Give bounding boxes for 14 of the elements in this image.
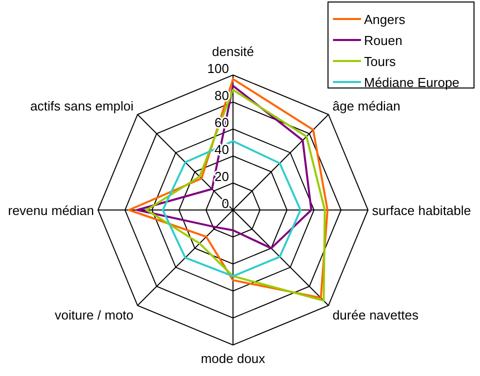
- spoke-label: revenu médian: [8, 203, 94, 218]
- y-tick-label: 20: [214, 169, 229, 184]
- spoke-label: durée navettes: [332, 307, 419, 322]
- legend-label: Rouen: [364, 33, 402, 48]
- spoke-label: surface habitable: [372, 203, 472, 218]
- legend-label: Tours: [364, 54, 396, 69]
- spoke-label: mode doux: [200, 351, 266, 366]
- y-tick-label: 100: [207, 61, 229, 76]
- spoke-label: densité: [212, 44, 254, 59]
- legend-label: Angers: [364, 12, 406, 27]
- legend-label: Médiane Europe: [364, 75, 460, 90]
- spoke-label: âge médian: [332, 98, 400, 114]
- spoke-label: voiture / moto: [54, 307, 134, 322]
- spoke-label: actifs sans emploi: [30, 98, 134, 114]
